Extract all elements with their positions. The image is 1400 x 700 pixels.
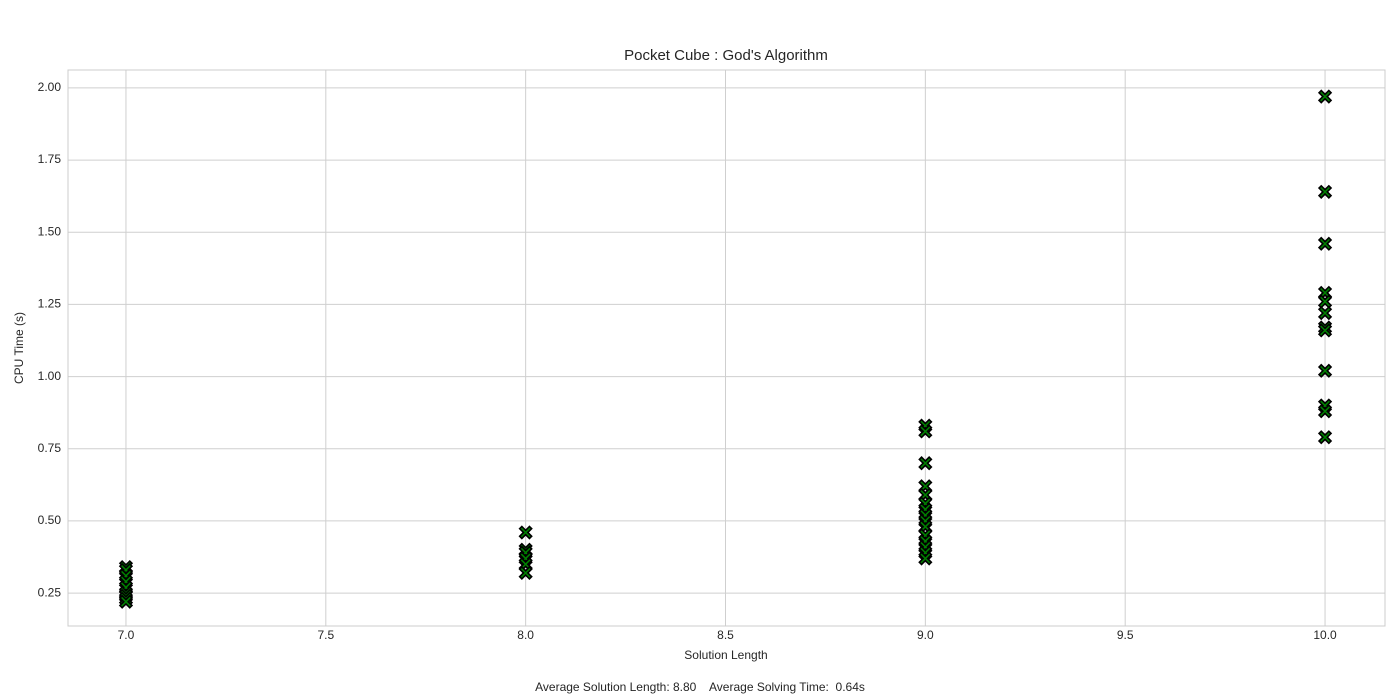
x-tick-label: 10.0 — [1313, 628, 1337, 642]
y-tick-label: 1.00 — [38, 369, 62, 383]
scatter-point — [518, 565, 533, 581]
y-tick-label: 1.75 — [38, 152, 62, 166]
x-tick-label: 8.0 — [517, 628, 534, 642]
scatter-point — [1317, 323, 1333, 338]
scatter-point — [1317, 184, 1333, 199]
scatter-point — [918, 424, 933, 439]
scatter-point — [1317, 430, 1333, 445]
chart-title: Pocket Cube : God's Algorithm — [624, 47, 828, 64]
scatter-point — [918, 456, 933, 471]
y-tick-label: 2.00 — [38, 80, 62, 94]
x-tick-label: 9.0 — [917, 628, 934, 642]
scatter-point — [1317, 363, 1333, 378]
scatter-point — [1317, 236, 1333, 251]
plot-frame — [67, 69, 1386, 627]
scatter-point — [1317, 404, 1333, 419]
x-tick-label: 8.5 — [717, 628, 734, 642]
scatter-point — [1317, 294, 1333, 309]
y-tick-label: 0.25 — [38, 585, 62, 599]
y-tick-label: 0.50 — [38, 513, 62, 527]
x-tick-label: 7.0 — [118, 628, 135, 642]
x-tick-label: 9.5 — [1117, 628, 1134, 642]
y-tick-label: 0.75 — [38, 441, 62, 455]
scatter-point — [918, 551, 933, 566]
scatter-point — [1317, 305, 1333, 321]
y-axis-label: CPU Time (s) — [12, 312, 26, 384]
scatter-point — [518, 525, 533, 540]
y-tick-label: 1.50 — [38, 224, 62, 238]
x-axis-label: Solution Length — [684, 648, 767, 662]
summary-annotation: Average Solution Length: 8.80 Average So… — [535, 680, 865, 694]
scatter-point — [118, 594, 134, 609]
scatter-point — [1317, 89, 1333, 104]
x-tick-label: 7.5 — [317, 628, 334, 642]
y-tick-label: 1.25 — [38, 297, 62, 311]
